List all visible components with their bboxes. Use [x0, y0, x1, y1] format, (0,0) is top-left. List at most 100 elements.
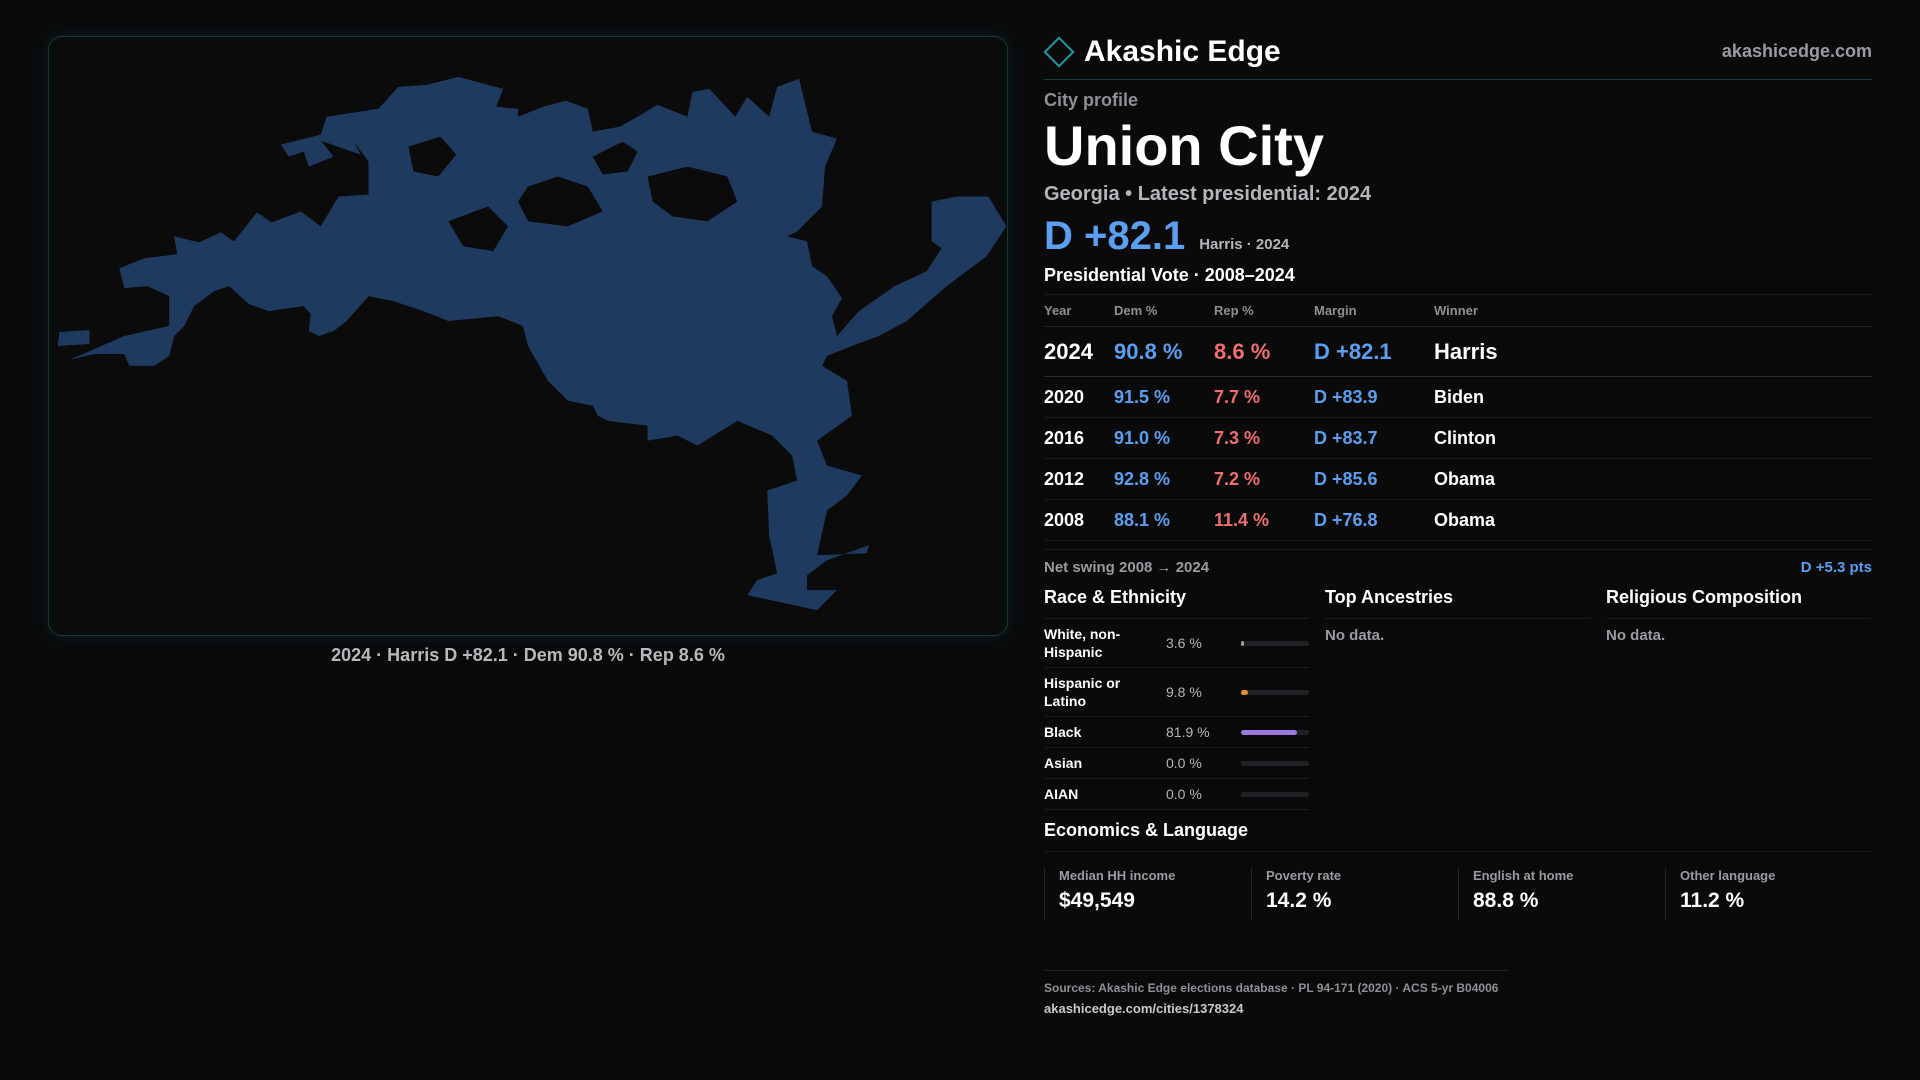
econ-label: English at home: [1473, 868, 1574, 883]
religion-empty: No data.: [1606, 627, 1666, 644]
race-label: Hispanic or Latino: [1044, 675, 1121, 709]
race-row: Asian 0.0 %: [1044, 748, 1309, 779]
net-swing-label: Net swing 2008 → 2024: [1044, 559, 1210, 576]
table-row: 2020 91.5 % 7.7 % D +83.9 Biden: [1044, 376, 1872, 418]
race-pct: 3.6 %: [1166, 635, 1202, 651]
econ-value: 14.2 %: [1266, 889, 1332, 912]
brand-url-link[interactable]: akashicedge.com: [1721, 41, 1872, 61]
religion-title: Religious Composition: [1606, 587, 1871, 619]
cell-rep: 7.2 %: [1214, 458, 1314, 500]
econ-value: 88.8 %: [1473, 889, 1539, 912]
race-bar-fill: [1241, 689, 1248, 695]
ancestries-panel: Top Ancestries No data.: [1325, 587, 1590, 810]
brand-name: Akashic Edge: [1084, 34, 1281, 68]
eyebrow-label: City profile: [1044, 90, 1139, 110]
cell-margin: D +82.1: [1314, 326, 1434, 377]
cell-winner: Harris: [1434, 326, 1872, 377]
cell-winner: Obama: [1434, 499, 1872, 541]
headline-result: D +82.1 Harris · 2024: [1044, 214, 1872, 259]
cell-margin: D +85.6: [1314, 458, 1434, 500]
race-label: Black: [1044, 724, 1082, 740]
headline-margin: D +82.1: [1044, 214, 1186, 258]
race-pct: 81.9 %: [1166, 724, 1210, 740]
cell-dem: 91.0 %: [1114, 417, 1214, 459]
cell-dem: 92.8 %: [1114, 458, 1214, 500]
race-label: AIAN: [1044, 786, 1079, 802]
footer-sources: Sources: Akashic Edge elections database…: [1044, 981, 1499, 995]
brand-header: Akashic Edge akashicedge.com: [1043, 30, 1872, 80]
race-bar: [1241, 791, 1309, 797]
profile-panel: Akashic Edge akashicedge.com City profil…: [1043, 30, 1872, 1016]
econ-value: 11.2 %: [1680, 889, 1745, 912]
ancestries-empty: No data.: [1325, 627, 1385, 644]
map-hole: [592, 141, 638, 175]
economics-title: Economics & Language: [1044, 820, 1872, 852]
race-row: AIAN 0.0 %: [1044, 779, 1309, 810]
map-caption: 2024 · Harris D +82.1 · Dem 90.8 % · Rep…: [331, 645, 725, 665]
econ-card-poverty: Poverty rate 14.2 %: [1251, 868, 1458, 920]
map-hole: [647, 166, 738, 222]
ancestries-title: Top Ancestries: [1325, 587, 1590, 619]
net-swing-value: D +5.3 pts: [1800, 559, 1872, 576]
header-winner: Winner: [1434, 295, 1872, 327]
econ-label: Poverty rate: [1266, 868, 1342, 883]
votes-header-row: Year Dem % Rep % Margin Winner: [1044, 295, 1872, 327]
race-pct: 0.0 %: [1166, 786, 1202, 802]
table-row: 2024 90.8 % 8.6 % D +82.1 Harris: [1044, 326, 1872, 377]
cell-rep: 7.7 %: [1214, 376, 1314, 418]
race-label: White, non-Hispanic: [1044, 626, 1121, 660]
cell-margin: D +76.8: [1314, 499, 1434, 541]
race-row: Hispanic or Latino 9.8 %: [1044, 668, 1309, 717]
page-title: Union City: [1044, 114, 1324, 177]
diamond-icon: [1043, 35, 1075, 68]
race-bar: [1241, 760, 1309, 766]
race-bar-fill: [1241, 729, 1297, 735]
race-bar: [1241, 729, 1309, 735]
cell-rep: 7.3 %: [1214, 417, 1314, 459]
cell-dem: 88.1 %: [1114, 499, 1214, 541]
race-pct: 0.0 %: [1166, 755, 1202, 771]
cell-margin: D +83.7: [1314, 417, 1434, 459]
footer-permalink[interactable]: akashicedge.com/cities/1378324: [1044, 1001, 1244, 1016]
race-bar: [1241, 640, 1309, 646]
headline-note: Harris · 2024: [1199, 236, 1290, 253]
econ-value: $49,549: [1059, 889, 1135, 912]
city-boundary-map[interactable]: [48, 36, 1008, 636]
cell-dem: 90.8 %: [1114, 326, 1214, 377]
race-bar: [1241, 689, 1309, 695]
cell-year: 2012: [1044, 458, 1114, 500]
cell-dem: 91.5 %: [1114, 376, 1214, 418]
cell-year: 2016: [1044, 417, 1114, 459]
econ-label: Other language: [1680, 868, 1776, 883]
map-svg: [57, 76, 1007, 611]
cell-rep: 8.6 %: [1214, 326, 1314, 377]
cell-year: 2024: [1044, 326, 1114, 377]
cell-winner: Biden: [1434, 376, 1872, 418]
net-swing: Net swing 2008 → 2024 D +5.3 pts: [1044, 549, 1872, 579]
city-boundary-shape: [57, 76, 1007, 611]
cell-margin: D +83.9: [1314, 376, 1434, 418]
cell-rep: 11.4 %: [1214, 499, 1314, 541]
demographics-section: Race & Ethnicity White, non-Hispanic 3.6…: [1044, 587, 1872, 810]
race-label: Asian: [1044, 755, 1083, 771]
race-row: White, non-Hispanic 3.6 %: [1044, 619, 1309, 668]
econ-label: Median HH income: [1059, 868, 1176, 883]
cell-year: 2008: [1044, 499, 1114, 541]
page-subtitle: Georgia • Latest presidential: 2024: [1044, 183, 1372, 205]
race-pct: 9.8 %: [1166, 684, 1202, 700]
cell-year: 2020: [1044, 376, 1114, 418]
header-margin: Margin: [1314, 295, 1434, 327]
table-row: 2008 88.1 % 11.4 % D +76.8 Obama: [1044, 499, 1872, 541]
brand[interactable]: Akashic Edge: [1043, 34, 1281, 69]
votes-section-title: Presidential Vote · 2008–2024: [1044, 265, 1872, 295]
table-row: 2012 92.8 % 7.2 % D +85.6 Obama: [1044, 458, 1872, 500]
race-row: Black 81.9 %: [1044, 717, 1309, 748]
footer: Sources: Akashic Edge elections database…: [1044, 970, 1509, 1016]
votes-table: Year Dem % Rep % Margin Winner 2024 90.8…: [1044, 295, 1872, 541]
religion-panel: Religious Composition No data.: [1606, 587, 1871, 810]
header-year: Year: [1044, 295, 1114, 327]
race-list: White, non-Hispanic 3.6 % Hispanic or La…: [1044, 619, 1309, 810]
map-hole: [448, 206, 509, 252]
map-hole: [518, 176, 603, 227]
race-title: Race & Ethnicity: [1044, 587, 1309, 619]
